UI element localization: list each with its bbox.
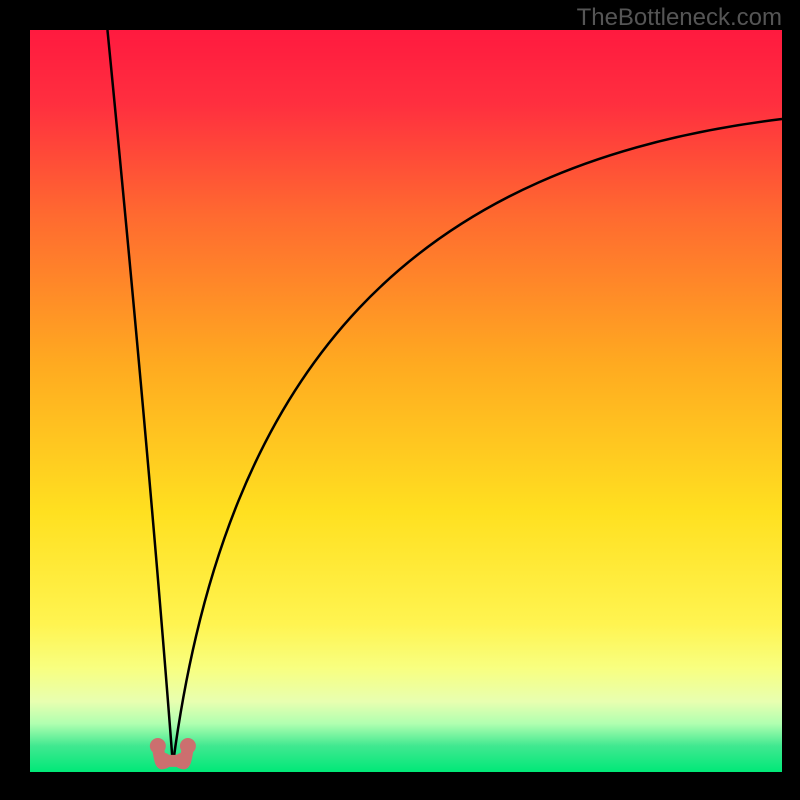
chart-container: TheBottleneck.com — [0, 0, 800, 800]
optimum-marker-2 — [174, 753, 190, 769]
bottleneck-chart — [0, 0, 800, 800]
optimum-marker-3 — [180, 738, 196, 754]
optimum-marker-0 — [150, 738, 166, 754]
watermark-text: TheBottleneck.com — [577, 4, 782, 32]
optimum-marker-1 — [156, 753, 172, 769]
